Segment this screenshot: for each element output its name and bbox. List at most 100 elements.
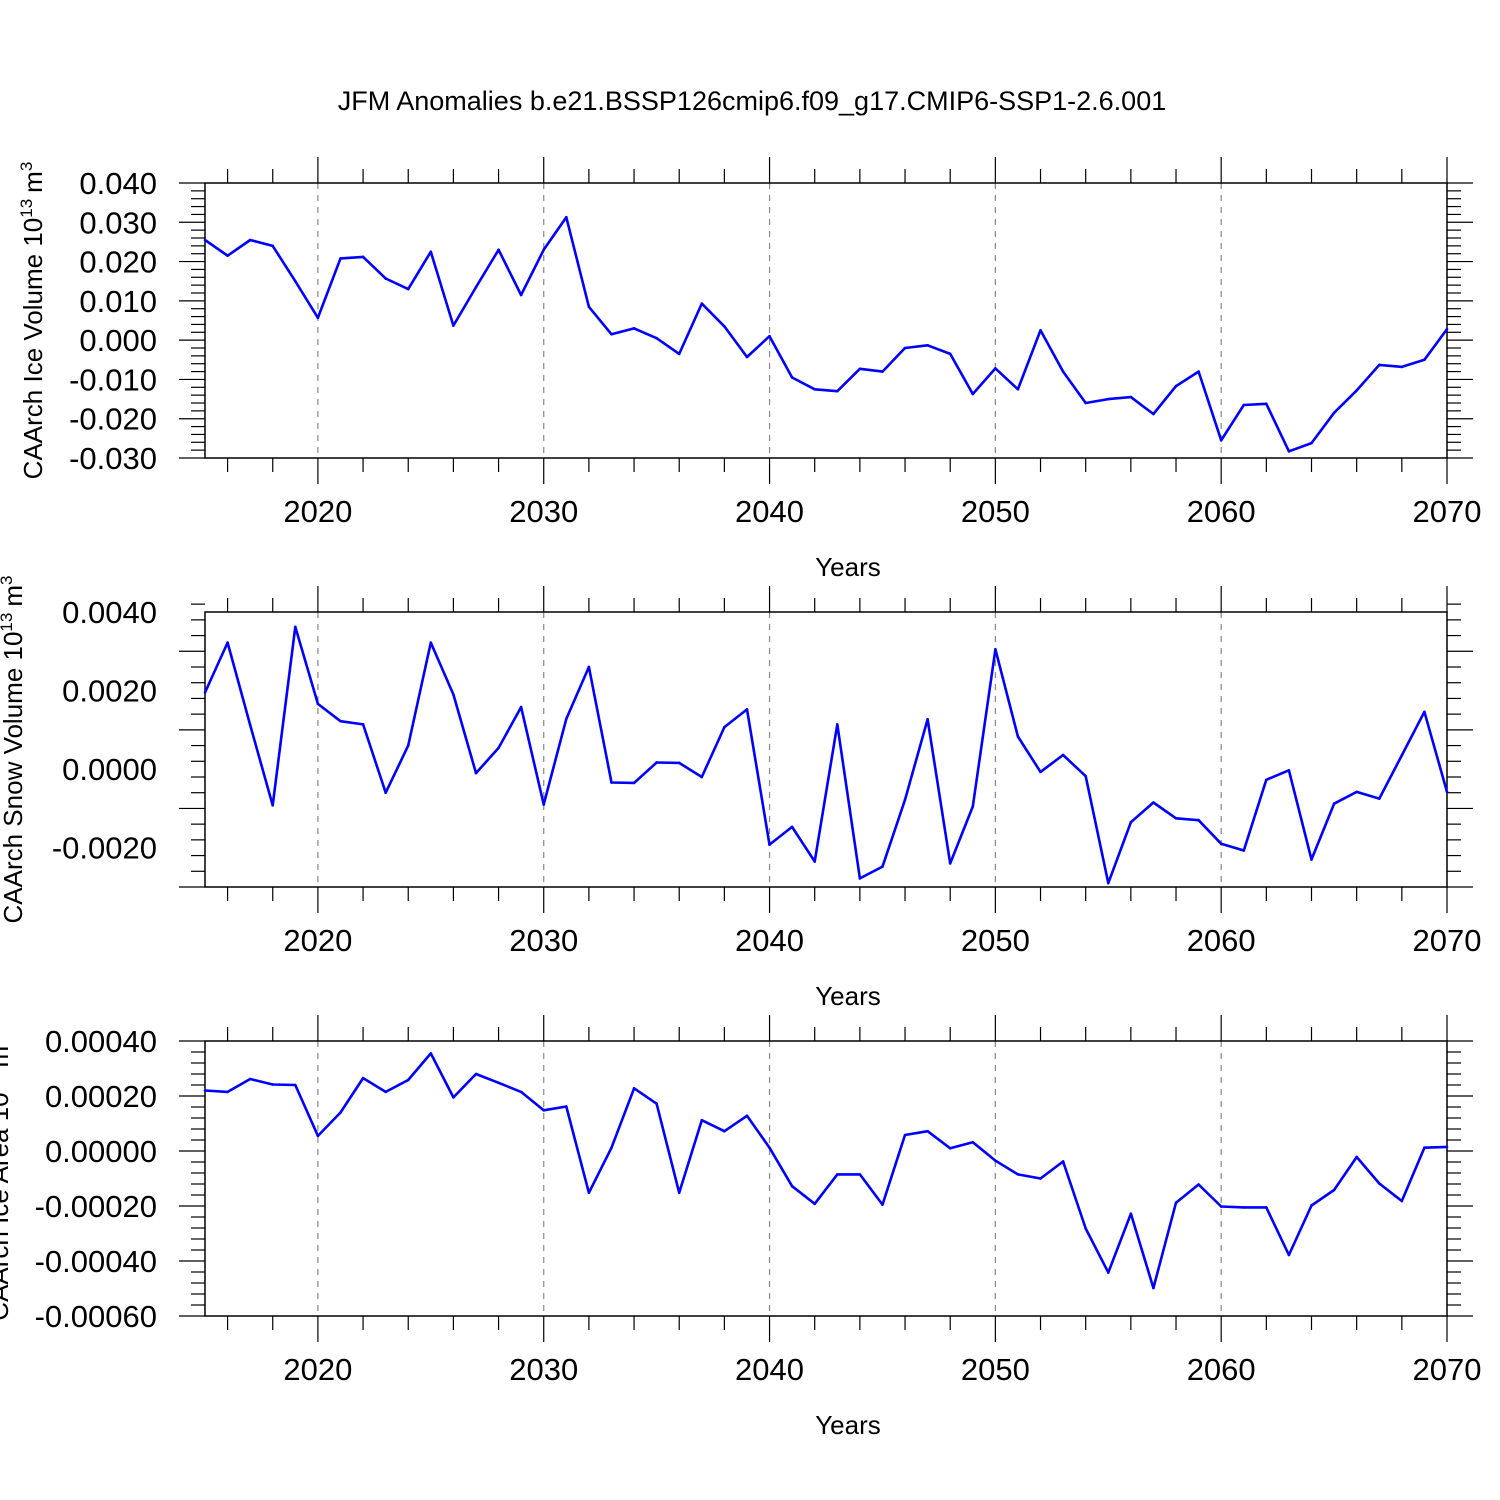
data-point <box>1242 403 1246 407</box>
data-point <box>1219 842 1223 846</box>
x-tick-label: 2040 <box>735 494 804 529</box>
data-point <box>587 665 591 669</box>
data-point <box>1039 770 1042 774</box>
y-axis-title: CAArch Ice Volume 1013 m3 <box>17 162 48 480</box>
data-point <box>790 376 794 379</box>
series-line <box>204 1052 1448 1290</box>
data-point <box>497 746 500 750</box>
data-point <box>1061 370 1065 373</box>
y-axis-title-exponent: 13 <box>0 613 16 632</box>
data-point <box>1287 769 1291 772</box>
x-tick-label: 2070 <box>1413 1352 1482 1387</box>
data-point <box>858 877 862 880</box>
data-point <box>339 1111 342 1114</box>
data-point <box>994 367 997 370</box>
y-tick-label: 0.010 <box>79 284 157 319</box>
data-point <box>384 791 387 795</box>
data-point <box>1332 411 1336 415</box>
data-point <box>948 352 952 356</box>
data-point <box>610 332 613 336</box>
data-point <box>384 1090 387 1094</box>
data-point <box>1377 797 1381 800</box>
data-point <box>565 1105 568 1108</box>
x-tick-label: 2030 <box>509 494 578 529</box>
data-point <box>903 798 907 802</box>
data-point <box>1061 1160 1065 1163</box>
data-point <box>542 248 546 252</box>
data-point <box>1106 397 1110 401</box>
data-point <box>700 775 704 779</box>
data-point <box>339 719 342 723</box>
plot-frame <box>204 182 1448 459</box>
data-point <box>1400 1199 1404 1203</box>
y-axis-title-unit-exponent: 3 <box>17 162 36 171</box>
data-point <box>768 843 771 846</box>
data-point <box>903 1133 907 1137</box>
y-tick-label: -0.010 <box>69 362 157 397</box>
chart-panel-2: 2020 2030 2040 2050 2060 2070 0.0040 0.0020 0.00… <box>0 576 1481 1012</box>
data-point <box>429 1052 433 1055</box>
data-point <box>497 248 500 252</box>
data-point <box>406 287 410 291</box>
data-point <box>452 1096 455 1099</box>
data-point <box>1084 1227 1087 1230</box>
data-point <box>587 1191 591 1195</box>
data-point <box>384 277 387 280</box>
data-point <box>1129 395 1133 399</box>
data-point <box>226 1090 229 1094</box>
data-point <box>1445 327 1449 331</box>
data-point <box>1332 1188 1336 1192</box>
data-point <box>1016 387 1020 391</box>
data-point <box>361 255 365 259</box>
data-point <box>474 1072 478 1076</box>
data-point <box>1265 1206 1268 1209</box>
data-point <box>203 238 207 242</box>
data-point <box>429 641 433 644</box>
y-axis-title-text: CAArch Snow Volume 10 <box>0 632 28 924</box>
y-axis-title-unit: m <box>0 1046 14 1068</box>
data-point <box>1129 1212 1133 1215</box>
data-point <box>497 1081 500 1085</box>
y-axis-title-unit: m <box>18 171 48 193</box>
y-tick-label: -0.030 <box>69 441 157 476</box>
chart-panel-1: 2020 2030 2040 2050 2060 2070 0.040 0.030 0.020 0… <box>17 157 1481 582</box>
data-point <box>1310 1204 1313 1207</box>
y-axis-title-text: CAArch Ice Volume 10 <box>18 218 48 480</box>
y-axis-title-unit-exponent: 2 <box>0 1036 2 1045</box>
y-tick-label: 0.030 <box>79 205 157 240</box>
data-point <box>1445 1145 1449 1149</box>
data-point <box>316 316 320 320</box>
plot-frame <box>204 1040 1448 1317</box>
x-tick-label: 2020 <box>283 1352 352 1387</box>
data-point <box>632 327 636 330</box>
data-point <box>1039 329 1042 332</box>
data-point <box>1152 1286 1155 1290</box>
data-point <box>519 293 523 297</box>
data-point <box>768 1146 771 1149</box>
data-point <box>1174 816 1178 820</box>
data-point <box>768 334 771 338</box>
data-point <box>474 771 478 775</box>
data-point <box>1377 363 1381 367</box>
data-point <box>745 1114 749 1118</box>
data-point <box>294 279 297 283</box>
y-tick-label: 0.0000 <box>62 752 157 787</box>
data-point <box>723 325 726 328</box>
data-point <box>1445 790 1449 794</box>
data-point <box>813 1202 817 1206</box>
data-point <box>1197 1183 1200 1186</box>
x-tick-label: 2050 <box>961 923 1030 958</box>
data-point <box>1129 820 1133 824</box>
data-point <box>1197 818 1200 822</box>
x-tick-label: 2070 <box>1413 923 1482 958</box>
data-point <box>677 352 681 356</box>
x-tick-label: 2020 <box>283 494 352 529</box>
data-point <box>858 367 862 371</box>
x-tick-label: 2060 <box>1187 494 1256 529</box>
data-point <box>1265 402 1268 406</box>
x-axis-title: Years <box>815 981 881 1011</box>
x-tick-label: 2060 <box>1187 923 1256 958</box>
data-point <box>1039 1177 1042 1180</box>
data-point <box>565 215 568 219</box>
x-tick-label: 2020 <box>283 923 352 958</box>
